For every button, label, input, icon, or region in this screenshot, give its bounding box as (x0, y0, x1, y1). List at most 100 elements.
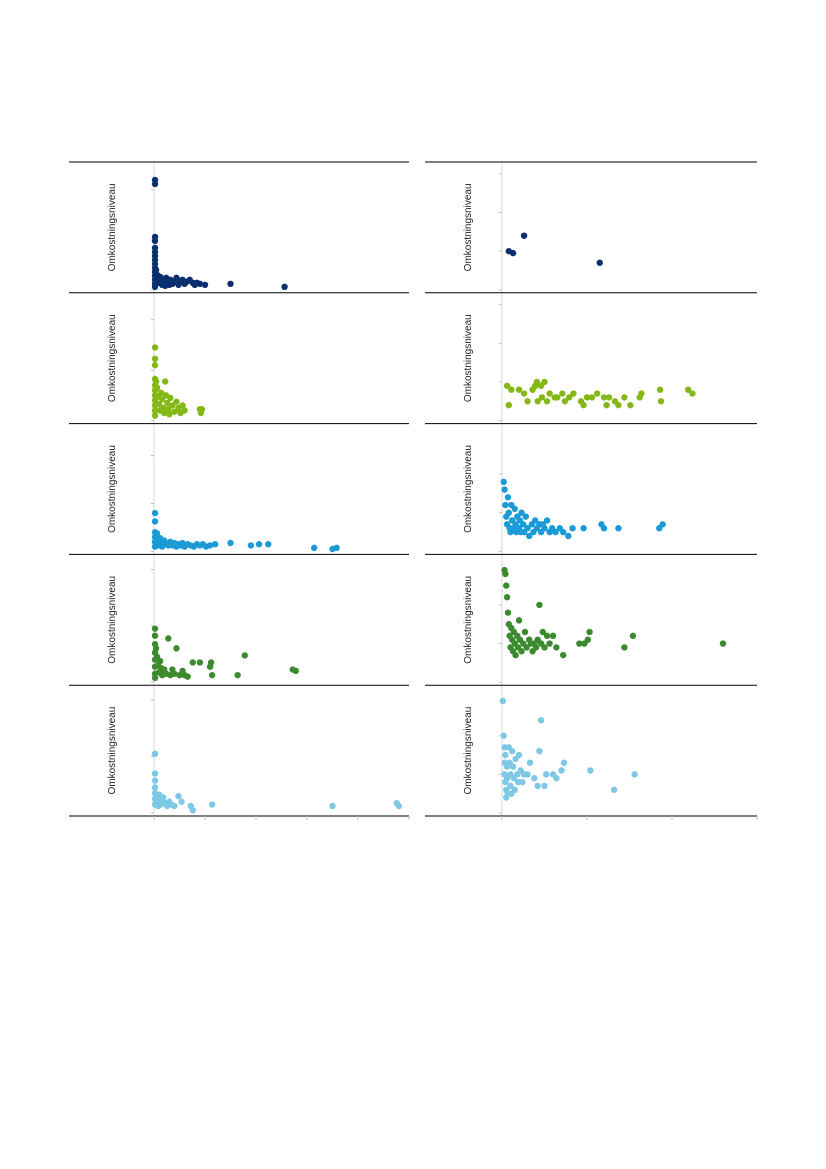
scatter-point (208, 801, 216, 808)
scatter-point (265, 541, 272, 548)
y-axis-label: Omkostningsniveau (107, 183, 118, 271)
scatter-point (500, 732, 507, 739)
scatter-point (499, 697, 507, 705)
scatter-point (502, 570, 509, 578)
scatter-point (526, 759, 534, 766)
scatter-point (583, 394, 591, 401)
scatter-point (206, 542, 214, 549)
scatter-point (541, 782, 548, 790)
scatter-point (521, 628, 529, 636)
scatter-point (151, 625, 159, 632)
scatter-point (159, 794, 167, 801)
scatter-point (560, 528, 567, 536)
scatter-point (621, 644, 628, 651)
y-axis-label: Omkostningsniveau (107, 314, 118, 402)
scatter-point (560, 759, 568, 766)
scatter-point (502, 501, 509, 509)
scatter-point (151, 407, 159, 414)
scatter-point (196, 280, 204, 288)
scatter-point (173, 398, 180, 405)
scatter-point (178, 798, 185, 805)
scatter-point (531, 517, 539, 524)
scatter-point (151, 784, 159, 791)
scatter-point (539, 628, 546, 636)
scatter-point (553, 775, 560, 782)
scatter-point (281, 283, 288, 291)
scatter-point (507, 782, 514, 790)
scatter-point (719, 640, 727, 647)
scatter-point (629, 632, 637, 640)
scatter-point (395, 802, 402, 810)
scatter-point (153, 530, 161, 537)
scatter-point (181, 407, 188, 414)
scatter-point (333, 544, 340, 552)
y-axis-label: Omkostningsniveau (463, 183, 474, 271)
scatter-point (534, 782, 541, 790)
scatter-point (538, 394, 546, 401)
scatter-point (179, 402, 186, 409)
scatter-point (515, 751, 523, 759)
scatter-point (519, 778, 526, 786)
scatter-point (518, 509, 525, 516)
scatter-point (162, 378, 169, 385)
scatter-point (173, 645, 180, 652)
scatter-point (684, 386, 692, 393)
scatter-point (504, 609, 512, 616)
scatter-point (151, 674, 159, 682)
scatter-point (605, 394, 613, 401)
scatter-point (329, 802, 336, 810)
y-axis-label: Omkostningsniveau (463, 707, 474, 795)
scatter-point (615, 525, 622, 532)
scatter-point (659, 521, 666, 528)
scatter-point (532, 644, 540, 651)
scatter-point (524, 525, 531, 532)
scatter-point (594, 390, 601, 397)
y-axis-label: Omkostningsniveau (107, 445, 118, 533)
scatter-point (569, 525, 576, 532)
scatter-point (520, 390, 528, 397)
scatter-point (171, 670, 178, 677)
scatter-point (565, 394, 573, 401)
scatter-point (520, 521, 527, 528)
scatter-point (543, 632, 551, 640)
scatter-point (151, 237, 159, 245)
scatter-point (531, 775, 538, 782)
scatter-point (561, 398, 569, 405)
scatter-point (524, 398, 531, 405)
y-axis-label: Omkostningsniveau (463, 445, 474, 533)
scatter-point (570, 390, 577, 397)
scatter-point (627, 401, 634, 409)
scatter-point (155, 401, 163, 408)
scatter-point (151, 770, 159, 777)
scatter-point (512, 651, 519, 659)
scatter-point (247, 542, 255, 549)
scatter-point (515, 386, 523, 393)
scatter-point (152, 378, 160, 385)
scatter-point (657, 398, 665, 405)
scatter-point (198, 406, 206, 413)
scatter-point (151, 750, 159, 758)
scatter-point (554, 394, 561, 401)
scatter-point (511, 786, 518, 794)
scatter-point (175, 792, 182, 800)
scatter-point (502, 751, 509, 759)
scatter-point (255, 541, 263, 548)
scatter-point (212, 541, 219, 548)
scatter-point (596, 259, 603, 266)
scatter-point (576, 640, 583, 647)
scatter-point (292, 667, 299, 675)
scatter-point (584, 636, 592, 643)
scatter-point (227, 280, 234, 288)
scatter-point (159, 404, 167, 412)
scatter-point (553, 644, 560, 651)
y-axis-label: Omkostningsniveau (463, 576, 474, 664)
scatter-point (511, 505, 518, 513)
scatter-point (558, 767, 565, 774)
scatter-point (603, 401, 610, 409)
scatter-point (169, 402, 176, 409)
scatter-point (153, 384, 161, 392)
scatter-point (505, 509, 512, 516)
scatter-point (587, 767, 594, 774)
y-axis-label: Omkostningsniveau (107, 576, 118, 664)
scatter-point (541, 378, 548, 386)
